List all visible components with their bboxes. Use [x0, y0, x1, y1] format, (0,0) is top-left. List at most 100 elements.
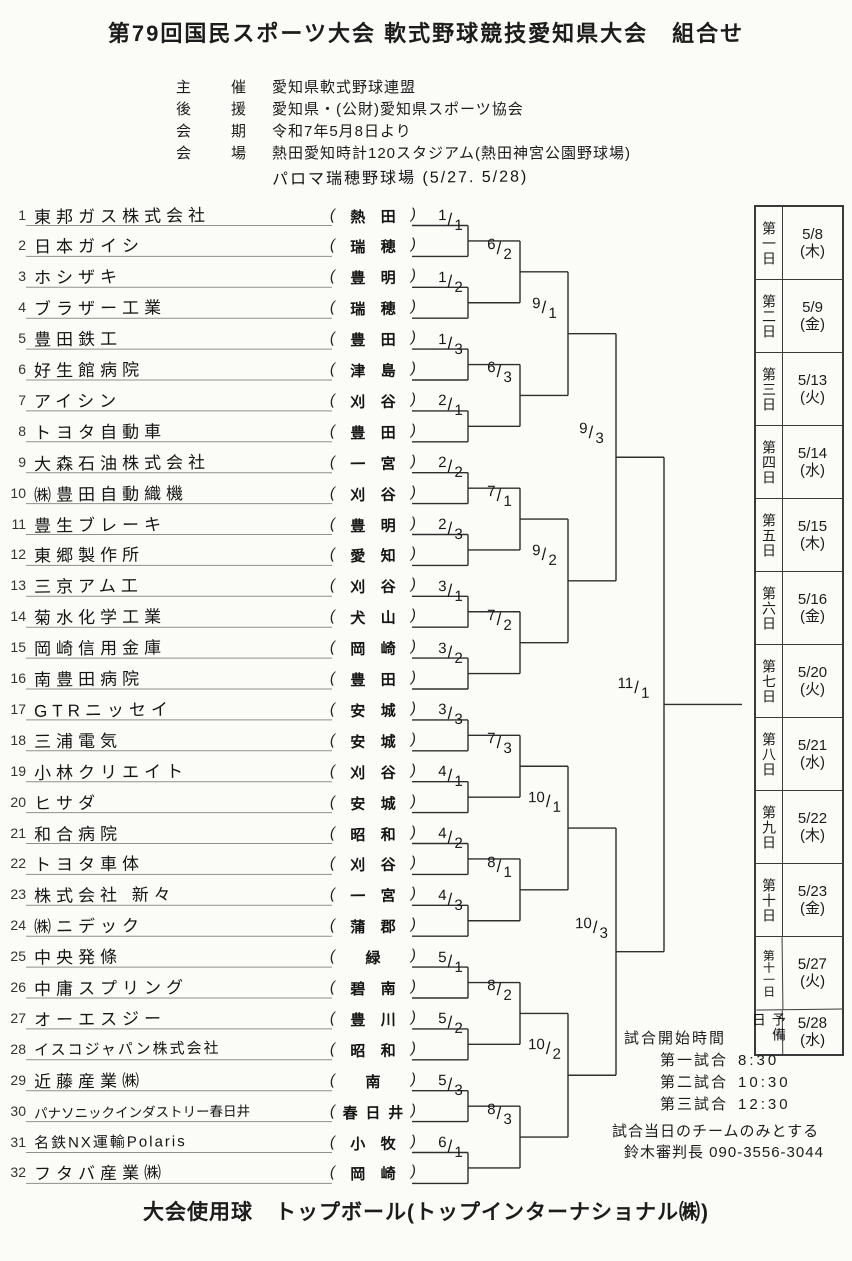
loc-char: 刈 [350, 579, 366, 597]
team-location: (刈谷) [330, 483, 416, 505]
paren-close: ) [410, 452, 417, 470]
schedule-weekday: (水) [800, 462, 825, 479]
fraction-slash: / [447, 333, 453, 353]
team-name: ㈱豊田自動織機 [33, 483, 189, 505]
loc-char: 愛 [350, 548, 366, 566]
fraction-slash: / [588, 423, 594, 443]
team-location: (一宮) [330, 885, 416, 907]
schedule-row: 第七日 5/20 (火) [756, 645, 842, 718]
team-name: ヒサダ [33, 793, 101, 813]
match-label: 4/1 [428, 763, 472, 790]
team-number: 5 [18, 330, 26, 347]
fraction-slash: / [496, 733, 502, 753]
team-location: (碧南) [330, 977, 416, 999]
paren-close: ) [410, 606, 417, 624]
paren-close: ) [410, 946, 417, 964]
match-game-number: 2 [503, 616, 512, 634]
game-label: 第二試合 [660, 1074, 729, 1091]
fraction-slash: / [545, 791, 551, 812]
paren-close: ) [410, 1008, 417, 1026]
loc-char: 蒲 [350, 919, 366, 937]
loc-char: 豊 [350, 1011, 366, 1030]
paren-close: ) [410, 1070, 417, 1088]
team-name: 好生館病院 [33, 360, 145, 381]
loc-char: 熱 [350, 208, 366, 226]
match-game-number: 1 [503, 863, 512, 881]
paren-open: ( [329, 669, 336, 687]
start-time-heading: 試合開始時間 [624, 1030, 727, 1047]
game-time-row: 第二試合 10:30 [660, 1072, 852, 1094]
match-day-number: 1 [438, 268, 447, 286]
team-name: 中庸スプリング [33, 978, 189, 999]
match-day-number: 2 [438, 454, 447, 472]
fraction-slash: / [447, 209, 453, 229]
match-game-number: 1 [454, 216, 463, 234]
match-label: 5/3 [428, 1072, 472, 1099]
loc-char: 城 [380, 795, 396, 813]
schedule-row: 第九日 5/22 (木) [756, 791, 842, 864]
match-label: 3/2 [428, 640, 472, 667]
fraction-slash: / [447, 642, 453, 662]
team-number: 15 [10, 639, 26, 656]
match-game-number: 2 [552, 1046, 562, 1064]
info-label: 会期 [176, 123, 287, 140]
team-location: (犬山) [330, 607, 416, 629]
match-game-number: 2 [503, 987, 512, 1005]
paren-open: ( [329, 916, 336, 934]
team-name: 株式会社 新々 [33, 885, 176, 907]
team-location: (安城) [330, 730, 416, 752]
match-label: 9/2 [522, 542, 566, 569]
schedule-date-cell: 5/21 (水) [783, 718, 842, 790]
loc-char: 昭 [350, 826, 366, 844]
schedule-weekday: (木) [800, 243, 825, 260]
paren-open: ( [329, 236, 336, 254]
fraction-slash: / [447, 1136, 453, 1156]
loc-char: 春 [342, 1104, 358, 1122]
match-day-number: 9 [532, 294, 541, 312]
paren-open: ( [329, 731, 336, 749]
fraction-slash: / [447, 1013, 453, 1033]
team-number: 7 [18, 391, 26, 408]
schedule-date-cell: 5/22 (木) [783, 791, 842, 863]
loc-char: 明 [380, 270, 396, 288]
paren-open: ( [329, 978, 336, 996]
paren-open: ( [329, 391, 336, 409]
official-ball-note: 大会使用球 トップボール(トップインターナショナル㈱) [143, 1201, 709, 1224]
team-name: 三浦電気 [33, 731, 123, 752]
paren-open: ( [329, 947, 336, 965]
paren-open: ( [329, 329, 336, 347]
team-number: 12 [10, 546, 26, 563]
match-label: 7/1 [477, 483, 521, 510]
schedule-day-label: 第十日 [756, 864, 783, 936]
match-label: 1/2 [428, 268, 472, 296]
schedule-date-cell: 5/15 (木) [783, 499, 842, 571]
schedule-weekday: (金) [800, 900, 825, 917]
team-name: イスコジャパン株式会社 [33, 1039, 221, 1059]
paren-open: ( [329, 514, 336, 533]
match-day-number: 6 [487, 359, 496, 377]
match-label: 7/2 [477, 607, 521, 634]
match-day-number: 5 [438, 1010, 447, 1028]
paren-open: ( [329, 298, 336, 316]
fraction-slash: / [541, 544, 547, 564]
match-game-number: 1 [640, 685, 650, 703]
paren-open: ( [329, 1132, 336, 1151]
game-times: 第一試合 8:30 第二試合 10:30 第三試合 12:30 [598, 1050, 852, 1116]
loc-char: 安 [350, 702, 366, 721]
game-time: 10:30 [738, 1074, 791, 1091]
match-label: 7/3 [477, 730, 521, 757]
umpire-contact: 鈴木審判長 090-3556-3044 [624, 1144, 824, 1161]
loc-char: 昭 [350, 1042, 366, 1061]
loc-char: 緑 [365, 950, 381, 968]
match-game-number: 1 [454, 402, 463, 420]
team-location: (豊田) [330, 329, 416, 351]
paren-close: ) [410, 575, 417, 593]
match-label: 3/3 [428, 701, 472, 728]
paren-open: ( [329, 205, 336, 224]
team-location: (豊田) [330, 668, 416, 690]
schedule-day-label: 第三日 [756, 353, 783, 425]
match-day-number: 1 [438, 206, 447, 225]
paren-open: ( [329, 360, 336, 378]
team-number: 1 [18, 206, 26, 223]
